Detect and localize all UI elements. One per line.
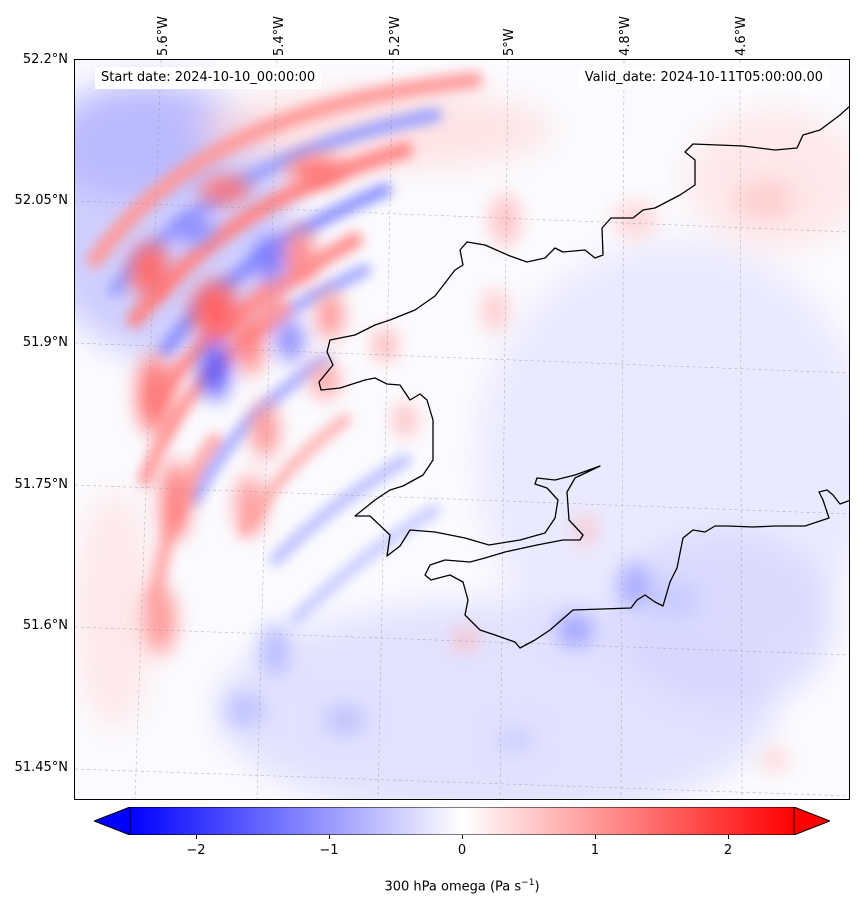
lat-label-52-2n: 52.2°N <box>22 52 68 67</box>
colorbar-tickmark-1 <box>595 835 596 839</box>
colorbar-extend-min <box>94 807 131 835</box>
valid-date-label: Valid_date: 2024-10-11T05:00:00.00 <box>578 67 829 89</box>
lon-label-5-4w: 5.4°W <box>272 15 287 56</box>
lon-label-4-6w: 4.6°W <box>734 15 749 56</box>
colorbar-tickmark-2 <box>728 835 729 839</box>
map-plot-area <box>74 59 850 800</box>
lon-label-5-6w: 5.6°W <box>156 15 171 56</box>
lat-label-51-75n: 51.75°N <box>14 477 68 492</box>
colorbar-tickmark-0 <box>462 835 463 839</box>
lon-label-4-8w: 4.8°W <box>618 15 633 56</box>
lat-label-51-6n: 51.6°N <box>22 618 68 633</box>
colorbar-tick-2: 2 <box>723 843 733 858</box>
colorbar-tickmark-m2 <box>196 835 197 839</box>
colorbar-tickmark-m1 <box>329 835 330 839</box>
colorbar-tick-1: 1 <box>590 843 600 858</box>
lat-label-51-9n: 51.9°N <box>22 335 68 350</box>
omega-background-wash <box>75 60 849 799</box>
colorbar-gradient <box>129 807 795 835</box>
colorbar-tick-0: 0 <box>457 843 467 858</box>
start-date-label: Start date: 2024-10-10_00:00:00 <box>95 67 322 89</box>
coastline <box>318 105 849 649</box>
colorbar-tick-m1: −1 <box>319 843 339 858</box>
lon-label-5-2w: 5.2°W <box>388 15 403 56</box>
colorbar <box>94 807 830 835</box>
lat-label-51-45n: 51.45°N <box>14 760 68 775</box>
lat-label-52-05n: 52.05°N <box>14 193 68 208</box>
colorbar-extend-max <box>793 807 830 835</box>
lon-label-5w: 5°W <box>502 28 517 56</box>
omega-extrema <box>130 156 795 770</box>
colorbar-label: 300 hPa omega (Pa s−1) <box>384 878 540 895</box>
colorbar-tick-m2: −2 <box>186 843 206 858</box>
omega-field-map <box>75 60 849 799</box>
